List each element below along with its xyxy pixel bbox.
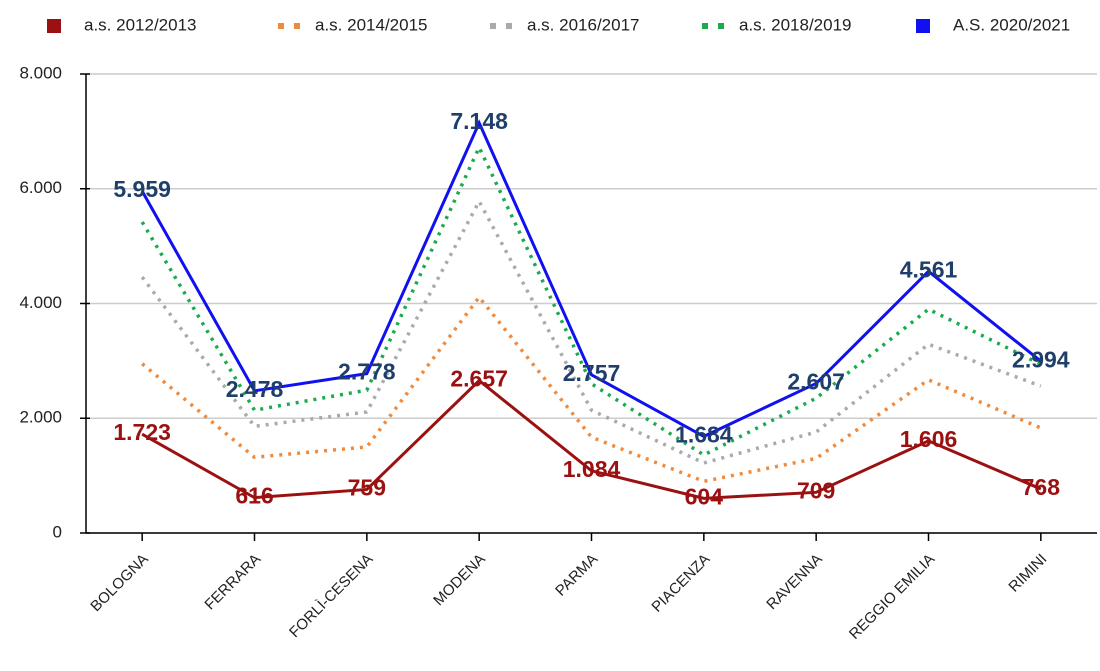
legend-label: a.s. 2018/2019: [739, 15, 851, 34]
data-label: 2.778: [338, 359, 396, 385]
data-label: 1.684: [675, 421, 733, 447]
series-line: [140, 119, 1042, 439]
x-tick-label: PIACENZA: [648, 551, 713, 616]
y-tick-label: 4.000: [19, 293, 62, 312]
data-label: 616: [235, 483, 273, 509]
data-label: 2.757: [563, 360, 621, 386]
data-label: 1.723: [113, 419, 171, 445]
legend-label: a.s. 2014/2015: [315, 15, 427, 34]
data-label: 768: [1022, 474, 1061, 500]
y-tick-label: 8.000: [19, 63, 62, 82]
data-label: 2.607: [787, 369, 845, 395]
x-tick-label: MODENA: [430, 551, 489, 610]
data-label: 5.959: [113, 176, 171, 202]
x-tick-label: BOLOGNA: [87, 551, 151, 615]
legend-label: a.s. 2016/2017: [527, 15, 639, 34]
data-label: 2.478: [226, 376, 284, 402]
data-label: 1.084: [563, 456, 621, 482]
data-label: 759: [348, 475, 386, 501]
x-tick-label: FORLÌ-CESENA: [286, 551, 376, 641]
legend-label: A.S. 2020/2021: [953, 15, 1070, 34]
series-line: [141, 378, 1042, 500]
series-line: [140, 143, 1042, 457]
legend-marker: [916, 19, 930, 33]
series-line: [140, 197, 1042, 465]
y-tick-label: 6.000: [19, 178, 62, 197]
data-label: 2.657: [450, 366, 508, 392]
y-tick-label: 0: [53, 522, 62, 541]
legend-label: a.s. 2012/2013: [84, 15, 196, 34]
x-tick-label: RAVENNA: [763, 551, 826, 614]
data-label: 709: [797, 477, 835, 503]
data-label: 604: [685, 483, 724, 509]
x-tick-label: FERRARA: [201, 551, 264, 614]
legend-marker: [47, 19, 61, 33]
y-tick-label: 2.000: [19, 408, 62, 427]
data-label: 2.994: [1012, 346, 1070, 372]
data-label: 7.148: [450, 108, 508, 134]
x-tick-label: REGGIO EMILIA: [846, 551, 938, 643]
data-label: 1.606: [900, 426, 958, 452]
x-tick-label: RIMINI: [1005, 551, 1050, 596]
data-label: 4.561: [900, 256, 958, 282]
x-tick-label: PARMA: [552, 551, 601, 600]
